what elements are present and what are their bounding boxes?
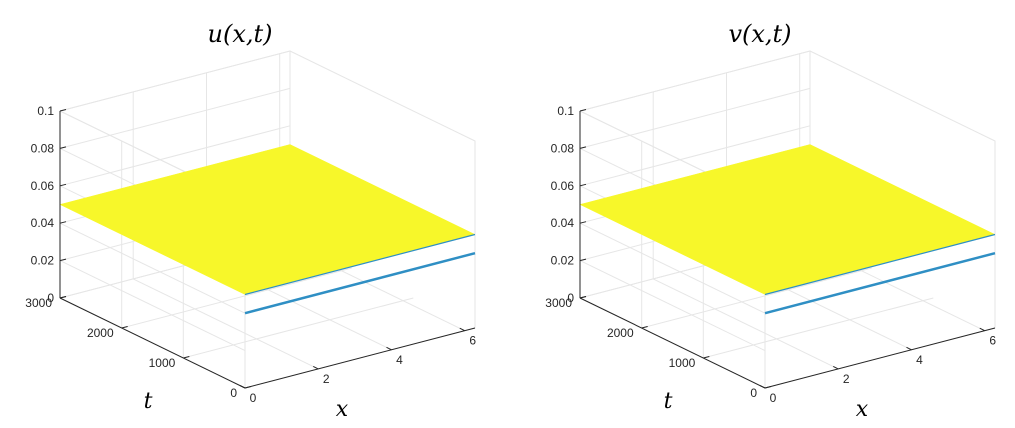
x-tick-mark-3 — [979, 327, 985, 332]
grid-line-back-z-3 — [579, 125, 811, 187]
t-tick-label: 1000 — [669, 356, 696, 370]
z-tick-mark-3 — [579, 183, 587, 187]
t-tick-label: 1000 — [149, 356, 176, 370]
z-tick-mark-2 — [59, 221, 67, 224]
chart-panel-u: 0 2 4 6 0 1000 2000 3000 0 0.02 0.04 0.06 0.08 0.1 u(x… — [0, 0, 500, 428]
t-tick-label: 3000 — [25, 296, 52, 310]
x-tick-mark-0 — [239, 385, 246, 389]
grid-line-left-z-1 — [59, 260, 246, 352]
x-tick-label: 0 — [250, 391, 257, 405]
z-tick-mark-4 — [579, 146, 587, 149]
surface-plot-v: 0246010002000300000.020.040.060.080.1v(x… — [545, 20, 996, 422]
z-tick-label: 0.06 — [31, 179, 55, 193]
surface-plot-u: 0246010002000300000.020.040.060.080.1u(x… — [25, 20, 476, 422]
t-tick-label: 2000 — [607, 326, 634, 340]
z-tick-mark-1 — [579, 258, 587, 262]
x-tick-label: 4 — [916, 353, 923, 367]
t-tick-mark-1 — [703, 356, 710, 359]
x-axis-line — [244, 327, 476, 389]
x-tick-mark-1 — [833, 365, 839, 370]
z-tick-label: 0.02 — [551, 254, 575, 268]
x-tick-mark-2 — [906, 346, 912, 351]
z-tick-label: 0.04 — [31, 216, 55, 230]
z-tick-mark-4 — [59, 146, 67, 149]
t-tick-mark-2 — [641, 326, 648, 329]
z-tick-label: 0.02 — [31, 254, 55, 268]
z-tick-mark-5 — [579, 109, 587, 112]
t-tick-label: 3000 — [545, 296, 572, 310]
surface-front-edge-u — [244, 233, 476, 296]
z-tick-mark-2 — [579, 221, 587, 224]
t-tick-mark-2 — [121, 326, 128, 329]
t-axis-line — [579, 297, 766, 389]
grid-line-left-z-1 — [579, 260, 766, 352]
grid-line-left-z-2 — [59, 222, 246, 314]
z-tick-label: 0 — [567, 291, 574, 305]
t-tick-mark-1 — [183, 356, 190, 359]
z-tick-label: 0.1 — [557, 104, 574, 118]
t-tick-label: 0 — [230, 386, 237, 400]
grid-line-back-z-4 — [579, 87, 811, 149]
x-axis-line — [764, 327, 996, 389]
x-tick-label: 6 — [469, 334, 476, 348]
t-axis-line — [59, 297, 246, 389]
x-tick-mark-0 — [759, 385, 766, 389]
z-tick-label: 0 — [47, 291, 54, 305]
z-tick-label: 0.08 — [31, 141, 55, 155]
z-tick-mark-0 — [59, 296, 67, 299]
t-axis-label: t — [144, 389, 153, 414]
surface-v — [579, 144, 996, 295]
x-tick-mark-2 — [386, 346, 392, 351]
x-tick-label: 6 — [989, 334, 996, 348]
grid-line-back-z-4 — [59, 87, 291, 149]
x-tick-label: 2 — [323, 372, 330, 386]
z-tick-mark-0 — [579, 296, 587, 299]
t-tick-label: 2000 — [87, 326, 114, 340]
surface-u — [59, 144, 476, 295]
chart-panel-v: 0 2 4 6 0 1000 2000 3000 0 0.02 0.04 0.06 0.08 0.1 v(x… — [520, 0, 1015, 428]
box-edge-right — [809, 50, 996, 328]
initial-edge-v — [764, 251, 996, 315]
x-tick-mark-1 — [313, 365, 319, 370]
t-tick-mark-0 — [244, 386, 252, 389]
z-tick-label: 0.1 — [37, 104, 54, 118]
x-tick-label: 0 — [770, 391, 777, 405]
t-tick-label: 0 — [750, 386, 757, 400]
x-tick-label: 2 — [843, 372, 850, 386]
z-tick-mark-1 — [59, 258, 67, 262]
z-tick-label: 0.06 — [551, 179, 575, 193]
grid-line-back-z-3 — [59, 125, 291, 187]
z-tick-mark-5 — [59, 109, 67, 112]
x-axis-label: x — [336, 397, 349, 422]
z-tick-label: 0.08 — [551, 141, 575, 155]
x-tick-label: 4 — [396, 353, 403, 367]
z-tick-mark-3 — [59, 183, 67, 187]
initial-edge-u — [244, 251, 476, 315]
chart-title: v(x,t) — [728, 20, 791, 48]
grid-line-left-z-2 — [579, 222, 766, 314]
x-tick-mark-3 — [459, 327, 465, 332]
t-tick-mark-0 — [764, 386, 772, 389]
box-edge-right — [289, 50, 476, 328]
surface-front-edge-v — [764, 233, 996, 296]
chart-title: u(x,t) — [208, 20, 273, 48]
t-axis-label: t — [664, 389, 673, 414]
z-tick-label: 0.04 — [551, 216, 575, 230]
x-axis-label: x — [856, 397, 869, 422]
